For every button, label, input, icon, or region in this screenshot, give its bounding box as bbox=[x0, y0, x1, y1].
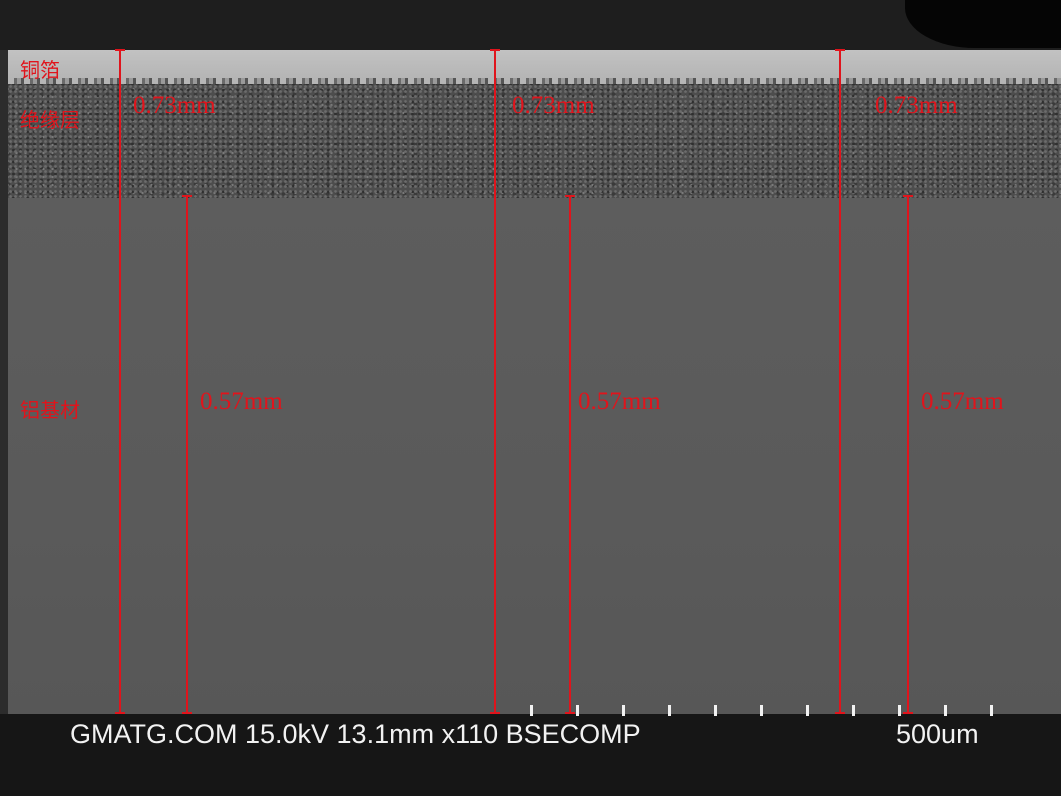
scale-tick bbox=[760, 705, 763, 716]
total-line-cap-top-2 bbox=[490, 49, 500, 51]
total-line-cap-top-3 bbox=[835, 49, 845, 51]
base-thickness-line-1 bbox=[186, 196, 188, 714]
scale-tick bbox=[576, 705, 579, 716]
scale-tick bbox=[944, 705, 947, 716]
info-bar bbox=[0, 714, 1061, 796]
mount-top bbox=[0, 0, 1061, 50]
base-thickness-line-3 bbox=[907, 196, 909, 714]
aluminum-base-layer bbox=[8, 198, 1061, 714]
scale-tick bbox=[898, 705, 901, 716]
base-line-cap-bottom-3 bbox=[903, 712, 913, 714]
total-line-cap-bottom-1 bbox=[115, 712, 125, 714]
total-thickness-line-3 bbox=[839, 50, 841, 714]
scale-tick bbox=[990, 705, 993, 716]
base-line-cap-top-1 bbox=[182, 195, 192, 197]
copper-foil-edge bbox=[8, 78, 1061, 86]
total-thickness-line-2 bbox=[494, 50, 496, 714]
total-thickness-label-3: 0.73mm bbox=[875, 92, 958, 119]
scale-tick bbox=[668, 705, 671, 716]
base-thickness-line-2 bbox=[569, 196, 571, 714]
scale-bar-label: 500um bbox=[896, 719, 979, 749]
scale-tick bbox=[852, 705, 855, 716]
copper-foil-layer bbox=[8, 50, 1061, 82]
scale-tick bbox=[530, 705, 533, 716]
total-thickness-label-2: 0.73mm bbox=[512, 92, 595, 119]
base-line-cap-top-3 bbox=[903, 195, 913, 197]
scale-tick bbox=[806, 705, 809, 716]
base-line-cap-bottom-1 bbox=[182, 712, 192, 714]
insulation-layer bbox=[8, 84, 1061, 198]
total-thickness-line-1 bbox=[119, 50, 121, 714]
total-line-cap-bottom-2 bbox=[490, 712, 500, 714]
copper-foil-label: 铜箔 bbox=[20, 60, 60, 82]
scale-tick bbox=[714, 705, 717, 716]
total-line-cap-top-1 bbox=[115, 49, 125, 51]
base-thickness-label-3: 0.57mm bbox=[921, 388, 1004, 415]
base-thickness-label-1: 0.57mm bbox=[200, 388, 283, 415]
insulation-label: 绝缘层 bbox=[20, 110, 80, 132]
sem-parameters: GMATG.COM 15.0kV 13.1mm x110 BSECOMP bbox=[70, 719, 641, 749]
mount-left bbox=[0, 50, 8, 714]
total-thickness-label-1: 0.73mm bbox=[133, 92, 216, 119]
base-thickness-label-2: 0.57mm bbox=[578, 388, 661, 415]
scale-tick bbox=[622, 705, 625, 716]
base-line-cap-top-2 bbox=[565, 195, 575, 197]
aluminum-label: 铝基材 bbox=[20, 400, 80, 422]
total-line-cap-bottom-3 bbox=[835, 712, 845, 714]
base-line-cap-bottom-2 bbox=[565, 712, 575, 714]
